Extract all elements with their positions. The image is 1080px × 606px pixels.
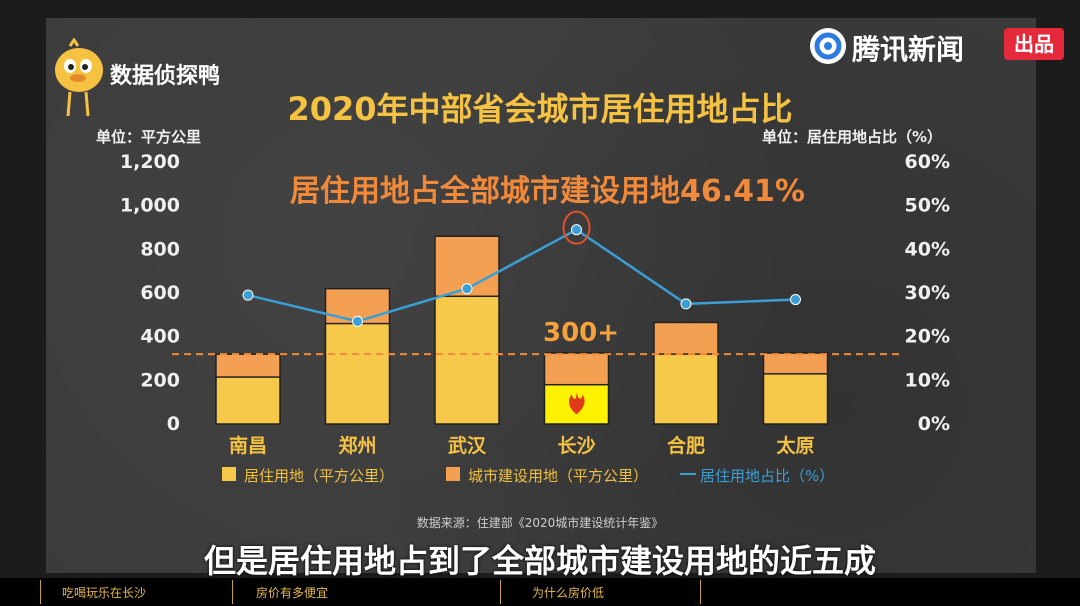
left-axis-tick-label: 600 [140,282,180,304]
ratio-point [461,283,473,295]
right-axis-tick-label: 20% [905,326,950,348]
ratio-line [247,228,796,323]
tencent-news-logo-icon [810,28,846,64]
data-source: 数据来源：住建部《2020城市建设统计年鉴》 [416,516,664,530]
subtitle-caption: 但是居住用地占到了全部城市建设用地的近五成 [203,542,876,580]
footer-divider [232,580,233,604]
reference-line-label: 300+ [543,318,620,348]
right-axis-tick-label: 60% [905,151,950,173]
footer-item-3[interactable]: 为什么房价低 [532,586,605,600]
bar-residential-land [324,322,391,425]
left-axis-tick-label: 1,200 [120,151,180,173]
ratio-point [680,298,692,310]
duck-mascot-icon [55,38,103,117]
x-axis-tick-label: 太原 [776,434,814,457]
left-axis-tick-label: 200 [140,369,180,391]
bar-residential-land [215,376,281,425]
bar-residential-land [653,353,719,425]
chart-title: 2020年中部省会城市居住用地占比 [287,90,793,128]
bar-residential-land [434,295,500,425]
ratio-point [242,289,254,301]
x-axis-tick-label: 合肥 [667,434,705,457]
x-axis-tick-label: 武汉 [448,435,487,457]
highlight-ring [562,210,591,245]
right-axis-tick-label: 10% [905,369,950,391]
left-axis-tick-label: 0 [167,413,180,435]
left-axis-tick-label: 1,000 [120,195,180,217]
footer-item-1[interactable]: 吃喝玩乐在长沙 [62,586,147,600]
x-axis-tick-label: 南昌 [229,435,267,457]
right-axis-tick-label: 30% [905,282,950,304]
left-axis-tick-label: 400 [140,326,180,348]
ratio-point [352,315,363,327]
right-axis-tick-label: 50% [905,195,950,217]
right-axis-unit: 单位：居住用地占比（%） [762,128,943,146]
bar-residential-land [762,373,829,425]
left-axis-tick-label: 800 [140,238,180,260]
footer-divider [700,580,701,604]
news-brand-name: 腾讯新闻 [852,33,965,66]
legend-label-ratio: 居住用地占比（%） [700,467,835,485]
chalkboard-background [46,18,1036,573]
footer-bar [0,578,1080,606]
ratio-point [571,224,582,236]
ratio-point [790,294,801,306]
x-axis-tick-label: 长沙 [557,435,595,457]
x-axis-tick-label: 郑州 [338,435,376,457]
legend-label-residential: 居住用地（平方公里） [244,467,395,485]
footer-item-2[interactable]: 房价有多便宜 [256,586,329,600]
legend-swatch-ratio [680,473,696,475]
right-axis-tick-label: 40% [905,238,950,260]
legend-label-construction: 城市建设用地（平方公里） [468,467,649,485]
footer-divider [500,580,501,604]
legend-swatch-construction [446,467,460,481]
footer-divider [40,580,41,604]
legend-swatch-residential [222,467,236,481]
left-axis-unit: 单位：平方公里 [96,128,202,146]
right-axis-tick-label: 0% [918,413,950,435]
brand-name: 数据侦探鸭 [110,64,221,89]
flame-icon [569,392,585,415]
news-badge: 出品 [1004,28,1064,60]
chart-subtitle: 居住用地占全部城市建设用地46.41% [290,174,805,209]
